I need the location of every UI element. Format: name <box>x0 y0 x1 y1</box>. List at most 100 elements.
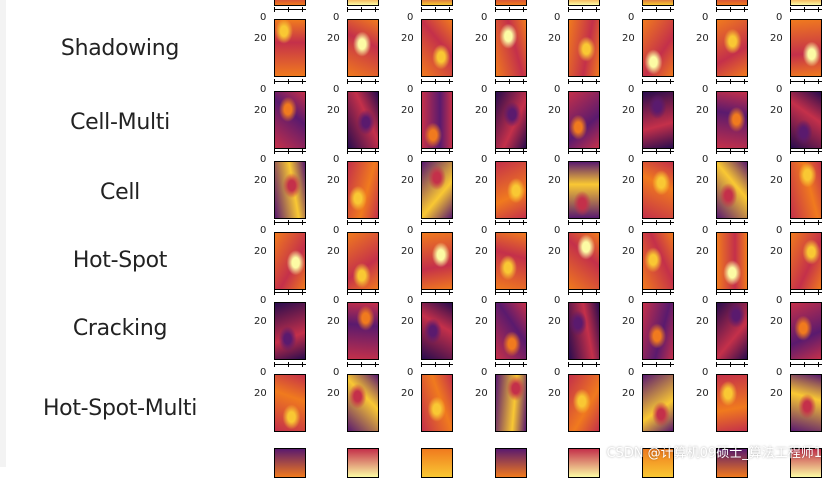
y-tick-label-0: 0 <box>702 154 709 165</box>
x-tick-mark <box>568 362 569 367</box>
x-tick-mark <box>375 149 376 154</box>
y-tick-label-0: 0 <box>481 225 488 236</box>
x-axis-ticks <box>642 7 674 19</box>
x-tick-mark <box>361 220 362 225</box>
x-tick-mark <box>495 79 496 84</box>
x-tick-mark <box>568 7 569 12</box>
y-tick-label-20: 20 <box>622 105 635 116</box>
x-tick-mark <box>790 220 791 225</box>
x-tick-mark <box>435 79 436 84</box>
x-tick-mark <box>302 290 303 295</box>
thermal-thumbnail <box>347 161 379 219</box>
thermal-thumbnail <box>568 161 600 219</box>
x-tick-mark <box>435 362 436 367</box>
y-tick-label-20: 20 <box>770 388 783 399</box>
x-tick-mark <box>449 362 450 367</box>
y-tick-label-0: 0 <box>260 154 267 165</box>
x-tick-mark <box>790 149 791 154</box>
x-tick-mark <box>523 290 524 295</box>
x-tick-mark <box>421 79 422 84</box>
thermal-thumbnail <box>495 91 527 149</box>
x-tick-mark <box>523 220 524 225</box>
y-tick-label-0: 0 <box>333 367 340 378</box>
x-axis-ticks <box>568 290 600 302</box>
thermal-thumbnail <box>642 302 674 360</box>
x-tick-mark <box>568 79 569 84</box>
thermal-thumbnail-partial <box>421 448 453 478</box>
y-tick-label-20: 20 <box>475 246 488 257</box>
y-tick-label-20: 20 <box>327 246 340 257</box>
thermal-thumbnail-partial <box>790 0 822 6</box>
y-tick-label-20: 20 <box>401 175 414 186</box>
x-tick-mark <box>361 290 362 295</box>
thermal-thumbnail <box>274 91 306 149</box>
y-tick-label-0: 0 <box>407 154 414 165</box>
y-tick-label-20: 20 <box>622 175 635 186</box>
x-axis-ticks <box>347 149 379 161</box>
x-axis-ticks <box>568 79 600 91</box>
x-tick-mark <box>435 220 436 225</box>
x-tick-mark <box>790 79 791 84</box>
thermal-thumbnail <box>716 232 748 290</box>
x-tick-mark <box>509 362 510 367</box>
x-axis-ticks <box>274 220 306 232</box>
thermal-thumbnail-partial <box>642 0 674 6</box>
x-axis-ticks <box>790 7 822 19</box>
x-tick-mark <box>449 220 450 225</box>
x-tick-mark <box>596 7 597 12</box>
y-tick-label-0: 0 <box>776 295 783 306</box>
y-tick-label-0: 0 <box>628 367 635 378</box>
x-axis-ticks <box>716 220 748 232</box>
thermal-thumbnail <box>716 91 748 149</box>
thermal-image-grid: 0 20 0 20 0 20 0 20 0 20 0 20 0 20 0 20 0 20 0 20 0 20 0 20 0 20 0… <box>240 0 828 478</box>
x-tick-mark <box>744 79 745 84</box>
y-tick-label-20: 20 <box>475 175 488 186</box>
thermal-thumbnail <box>274 232 306 290</box>
thermal-thumbnail <box>421 19 453 77</box>
x-tick-mark <box>730 149 731 154</box>
x-tick-mark <box>568 220 569 225</box>
y-tick-label-20: 20 <box>254 316 267 327</box>
y-tick-label-0: 0 <box>333 225 340 236</box>
x-tick-mark <box>818 79 819 84</box>
thermal-thumbnail <box>347 91 379 149</box>
x-axis-ticks <box>495 149 527 161</box>
y-tick-label-0: 0 <box>554 12 561 23</box>
x-tick-mark <box>509 290 510 295</box>
y-tick-label-20: 20 <box>548 175 561 186</box>
thermal-thumbnail <box>421 232 453 290</box>
thermal-thumbnail <box>790 232 822 290</box>
x-tick-mark <box>596 149 597 154</box>
x-axis-ticks <box>347 7 379 19</box>
x-axis-ticks <box>495 290 527 302</box>
thermal-thumbnail <box>716 161 748 219</box>
y-tick-label-20: 20 <box>622 316 635 327</box>
x-tick-mark <box>730 362 731 367</box>
y-tick-label-0: 0 <box>333 84 340 95</box>
y-tick-label-0: 0 <box>628 225 635 236</box>
y-tick-label-20: 20 <box>548 316 561 327</box>
label-cell: Cell <box>100 180 140 205</box>
y-tick-label-20: 20 <box>770 246 783 257</box>
x-axis-ticks <box>274 149 306 161</box>
x-tick-mark <box>744 149 745 154</box>
x-tick-mark <box>582 149 583 154</box>
x-axis-ticks <box>347 290 379 302</box>
x-axis-ticks <box>274 79 306 91</box>
x-tick-mark <box>347 7 348 12</box>
y-tick-label-20: 20 <box>548 388 561 399</box>
x-tick-mark <box>288 362 289 367</box>
x-tick-mark <box>716 290 717 295</box>
thermal-thumbnail <box>274 19 306 77</box>
y-tick-label-20: 20 <box>327 316 340 327</box>
y-tick-label-0: 0 <box>333 295 340 306</box>
y-tick-label-0: 0 <box>260 12 267 23</box>
x-tick-mark <box>375 220 376 225</box>
thermal-thumbnail-partial <box>421 0 453 6</box>
x-tick-mark <box>274 290 275 295</box>
thermal-thumbnail <box>716 374 748 432</box>
y-tick-label-20: 20 <box>475 316 488 327</box>
thermal-thumbnail <box>642 232 674 290</box>
x-axis-ticks <box>642 220 674 232</box>
x-axis-ticks <box>495 362 527 374</box>
